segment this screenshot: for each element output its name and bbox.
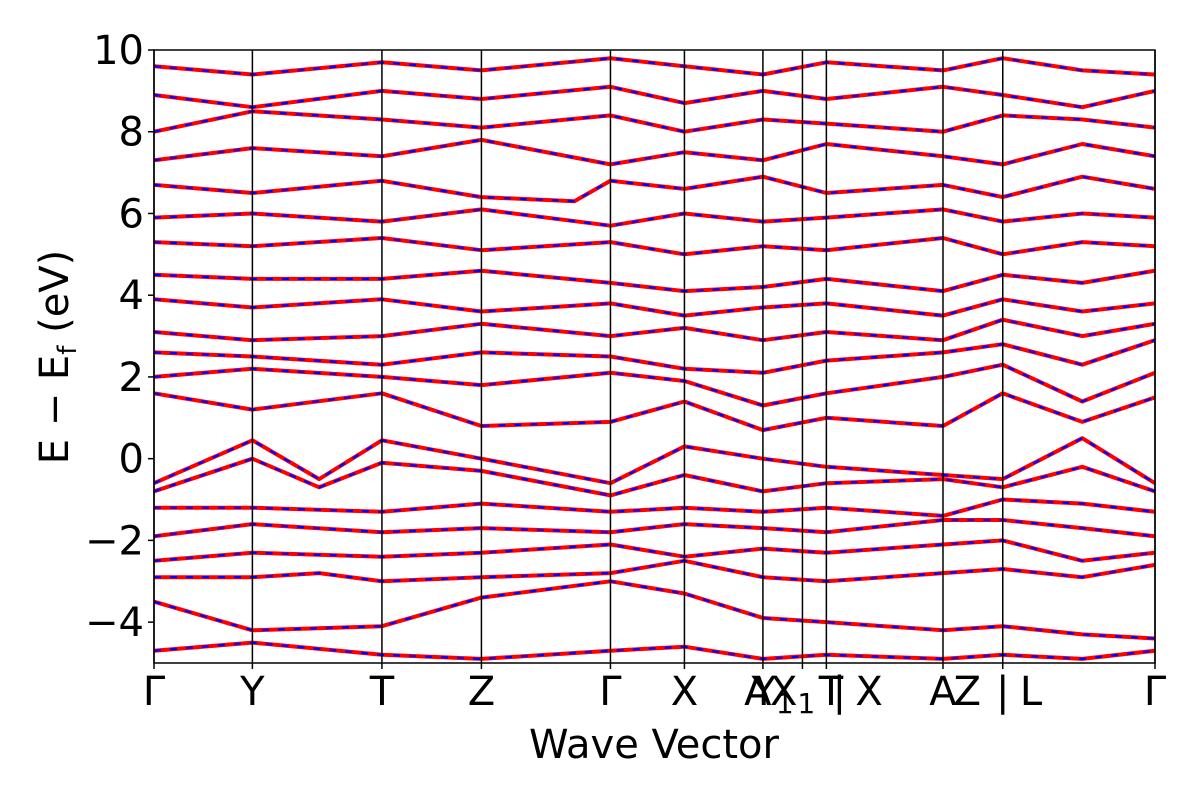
- band-line-20: [154, 56, 1155, 77]
- x-tick-label-main: Y: [750, 669, 776, 715]
- x-tick-label-main: A: [744, 669, 772, 715]
- y-tick-label: 2: [119, 355, 144, 401]
- y-axis-title-subscript: f: [53, 345, 83, 355]
- band-line-11: [154, 317, 1155, 343]
- x-tick-label-subscript: 1: [797, 687, 815, 720]
- x-tick-label: X: [855, 669, 882, 715]
- band-overlay-4: [154, 518, 1155, 538]
- band-overlay-20: [154, 57, 1155, 76]
- x-tick-label: T: [369, 669, 395, 715]
- x-tick-label-main: Y: [239, 669, 265, 715]
- band-line-18: [154, 109, 1155, 134]
- band-overlay-13: [154, 269, 1155, 293]
- x-tick-label-main: Γ: [143, 669, 166, 715]
- x-tick-label-main: X: [671, 669, 698, 715]
- x-axis-title: Wave Vector: [529, 722, 780, 768]
- band-line-3: [154, 538, 1155, 563]
- x-tick-label-main: X: [855, 669, 882, 715]
- x-tick-label-main: X: [770, 669, 797, 715]
- x-tick-label-main: A: [929, 669, 957, 715]
- y-tick-label: 8: [119, 110, 144, 156]
- x-tick-label-main: Z: [468, 669, 495, 715]
- band-line-9: [154, 362, 1155, 408]
- y-tick-label: −2: [85, 518, 144, 564]
- band-overlay-14: [154, 236, 1155, 256]
- x-tick-label: Γ: [599, 669, 622, 715]
- y-axis-title: E − Ef (eV): [32, 250, 83, 465]
- y-tick-label: 10: [93, 28, 144, 74]
- x-tick-label-main: T: [818, 669, 844, 715]
- y-axis-ticks: −4 −2 0 2 4 6 8 10: [85, 28, 154, 646]
- band-line-2: [154, 558, 1155, 584]
- x-tick-label-main: Γ: [1144, 669, 1167, 715]
- band-overlay-11: [154, 318, 1155, 342]
- x-tick-label-subscript: 1: [776, 687, 794, 720]
- x-tick-label: X1: [770, 669, 815, 720]
- x-tick-label: Z: [954, 669, 981, 715]
- band-line-8: [154, 391, 1155, 433]
- x-tick-label: Z: [468, 669, 495, 715]
- x-tick-label: Γ: [143, 669, 166, 715]
- band-line-0: [154, 640, 1155, 661]
- band-line-19: [154, 84, 1155, 110]
- plot-frame: [153, 49, 1156, 664]
- y-tick-label: 0: [119, 437, 144, 483]
- band-overlay-0: [154, 641, 1155, 661]
- x-tick-label: A: [744, 669, 772, 715]
- band-line-12: [154, 297, 1155, 318]
- bands-layer: [154, 56, 1155, 661]
- band-line-7: [154, 436, 1155, 486]
- x-tick-label-main: Γ: [599, 669, 622, 715]
- band-line-10: [154, 338, 1155, 375]
- band-overlay-3: [154, 539, 1155, 562]
- x-tick-label: Y: [239, 669, 265, 715]
- y-tick-label: 4: [119, 273, 144, 319]
- band-overlay-1: [154, 580, 1155, 640]
- band-overlay-18: [154, 110, 1155, 133]
- band-overlay-12: [154, 298, 1155, 317]
- band-overlay-8: [154, 392, 1155, 432]
- band-overlay-10: [154, 339, 1155, 374]
- band-line-14: [154, 236, 1155, 257]
- band-line-1: [154, 579, 1155, 641]
- band-line-17: [154, 137, 1155, 167]
- x-tick-label-main: T: [369, 669, 395, 715]
- band-overlay-6: [154, 457, 1155, 497]
- x-tick-label: A: [929, 669, 957, 715]
- y-axis-title-main: E − E: [32, 355, 78, 465]
- band-overlay-19: [154, 85, 1155, 109]
- x-tick-label: Γ: [1144, 669, 1167, 715]
- band-line-5: [154, 497, 1155, 518]
- x-tick-label: X: [671, 669, 698, 715]
- y-axis-title-unit: (eV): [32, 250, 78, 346]
- y-tick-label: 6: [119, 191, 144, 237]
- x-tick-label-main: Z: [954, 669, 981, 715]
- x-tick-label: L: [1020, 669, 1043, 715]
- band-overlay-5: [154, 498, 1155, 518]
- x-tick-label-main: L: [1020, 669, 1043, 715]
- band-overlay-15: [154, 208, 1155, 227]
- y-tick-label: −4: [85, 600, 144, 646]
- x-tick-separator: |: [833, 669, 846, 715]
- x-tick-label: Y1: [750, 669, 793, 720]
- x-tick-label: T: [818, 669, 844, 715]
- x-tick-separator: |: [996, 669, 1009, 715]
